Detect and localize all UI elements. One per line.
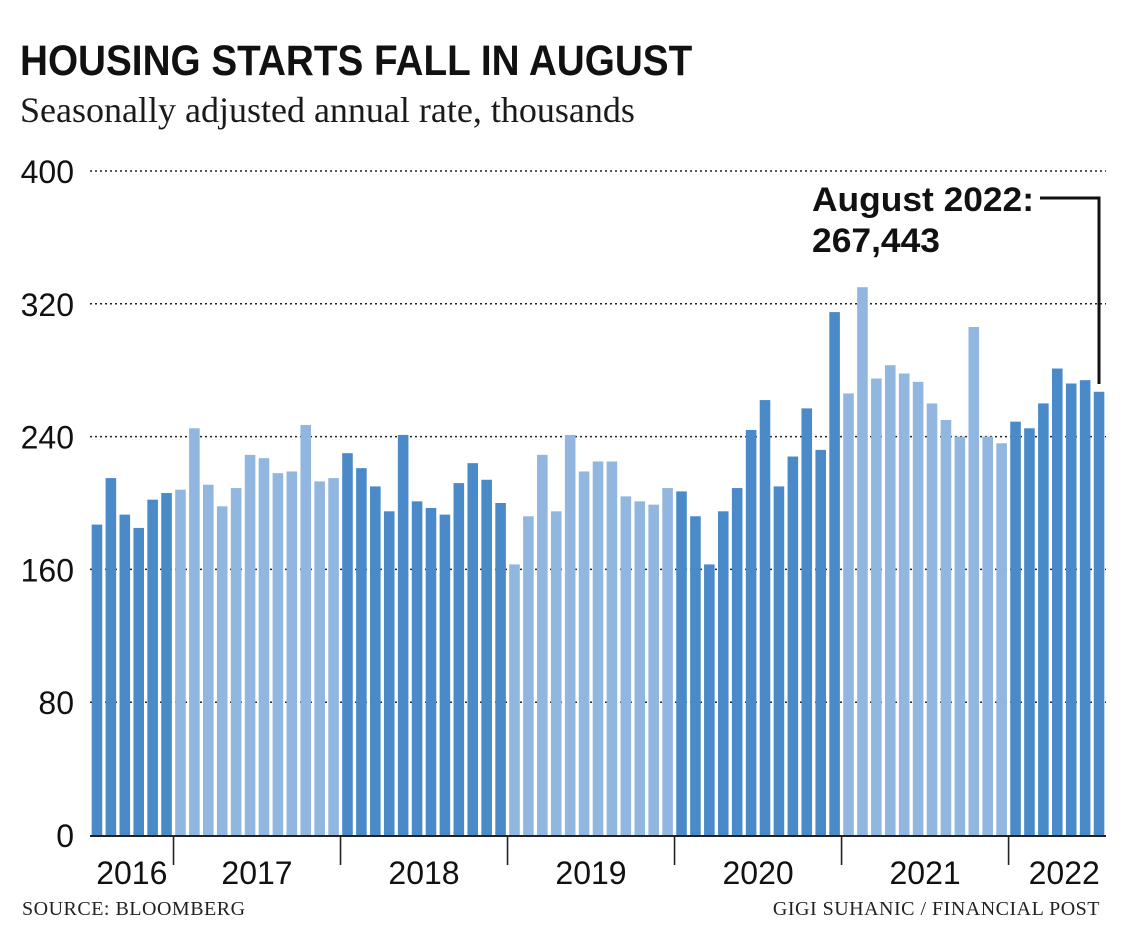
bar <box>356 468 367 835</box>
x-tick-label: 2018 <box>388 855 459 891</box>
bars <box>91 287 1105 836</box>
bar <box>745 429 757 835</box>
bar <box>161 493 172 835</box>
bar <box>91 524 103 835</box>
bar <box>105 478 117 835</box>
bar <box>523 516 534 835</box>
x-tick-label: 2022 <box>1029 855 1100 891</box>
x-axis: 2016 2017 2018 2019 2020 2021 2022 <box>90 835 1106 891</box>
bar <box>1079 380 1091 835</box>
bar <box>704 564 715 835</box>
bar <box>1024 428 1035 835</box>
bar <box>230 488 242 835</box>
y-tick-label: 160 <box>21 552 74 588</box>
bar <box>203 484 214 835</box>
bar <box>1065 383 1077 835</box>
annotation-line-2: 267,443 <box>812 222 940 260</box>
bar <box>119 514 131 835</box>
bar <box>147 499 158 835</box>
bar <box>815 449 826 835</box>
bar <box>495 503 506 835</box>
x-tick-label: 2019 <box>555 855 626 891</box>
bar <box>564 434 576 835</box>
y-tick-label: 80 <box>38 685 74 721</box>
bar <box>133 527 144 835</box>
bar <box>857 287 868 835</box>
annotation: August 2022: 267,443 <box>812 181 1101 384</box>
bar <box>676 491 687 835</box>
bar <box>578 471 590 835</box>
bar <box>411 501 423 835</box>
bar <box>383 511 395 835</box>
bar <box>634 501 646 835</box>
x-tick-label: 2017 <box>221 855 292 891</box>
bar <box>175 489 186 835</box>
bar <box>926 403 938 835</box>
y-tick-label: 320 <box>21 287 74 323</box>
bar <box>606 461 618 835</box>
bar <box>968 327 980 835</box>
x-tick-label: 2021 <box>890 855 961 891</box>
bar <box>1038 403 1049 835</box>
bar <box>1010 421 1021 835</box>
bar <box>773 486 785 835</box>
bar <box>1093 391 1105 835</box>
bar <box>189 428 200 835</box>
bar <box>425 507 437 835</box>
bar <box>871 378 882 835</box>
bar <box>982 436 993 835</box>
bar <box>467 463 479 835</box>
bar <box>759 400 771 835</box>
y-tick-label: 240 <box>21 420 74 456</box>
x-tick-label: 2016 <box>96 855 167 891</box>
y-tick-label: 400 <box>21 154 74 190</box>
credit-note: GIGI SUHANIC / FINANCIAL POST <box>772 898 1100 920</box>
annotation-line-1: August 2022: <box>812 181 1034 219</box>
bar <box>829 312 840 836</box>
bar <box>550 511 562 835</box>
bar <box>648 504 659 835</box>
bar <box>481 479 492 835</box>
bar <box>300 424 312 835</box>
bar <box>592 461 604 835</box>
bar <box>342 453 353 835</box>
bar <box>801 408 813 835</box>
bar <box>884 365 896 835</box>
bar <box>1052 368 1063 835</box>
x-tick-label: 2020 <box>723 855 794 891</box>
bar <box>662 488 673 835</box>
bar <box>690 516 701 835</box>
bar <box>954 436 966 835</box>
bar <box>286 471 298 835</box>
bar <box>439 514 451 835</box>
bar <box>328 478 339 835</box>
bar <box>912 381 924 835</box>
bar <box>258 458 270 835</box>
annotation-leader-line <box>1040 196 1101 384</box>
bar <box>453 483 465 835</box>
bar <box>244 454 256 835</box>
bar <box>620 496 632 835</box>
bar <box>370 486 381 835</box>
chart-title: HOUSING STARTS FALL IN AUGUST <box>20 37 693 85</box>
chart-subtitle: Seasonally adjusted annual rate, thousan… <box>20 90 635 130</box>
bar <box>717 511 729 835</box>
y-axis: 0 80 160 240 320 400 <box>21 154 74 854</box>
bar <box>272 473 284 835</box>
source-note: SOURCE: BLOOMBERG <box>22 898 246 920</box>
bar <box>731 488 743 835</box>
bar <box>216 506 228 835</box>
bar <box>898 373 910 835</box>
bar <box>996 443 1007 835</box>
bar <box>314 481 325 835</box>
bar <box>397 434 409 835</box>
bar <box>940 420 952 835</box>
y-tick-label: 0 <box>56 818 74 854</box>
bar <box>537 454 548 835</box>
bar <box>787 456 799 835</box>
bar <box>843 393 854 835</box>
bar <box>509 564 520 835</box>
